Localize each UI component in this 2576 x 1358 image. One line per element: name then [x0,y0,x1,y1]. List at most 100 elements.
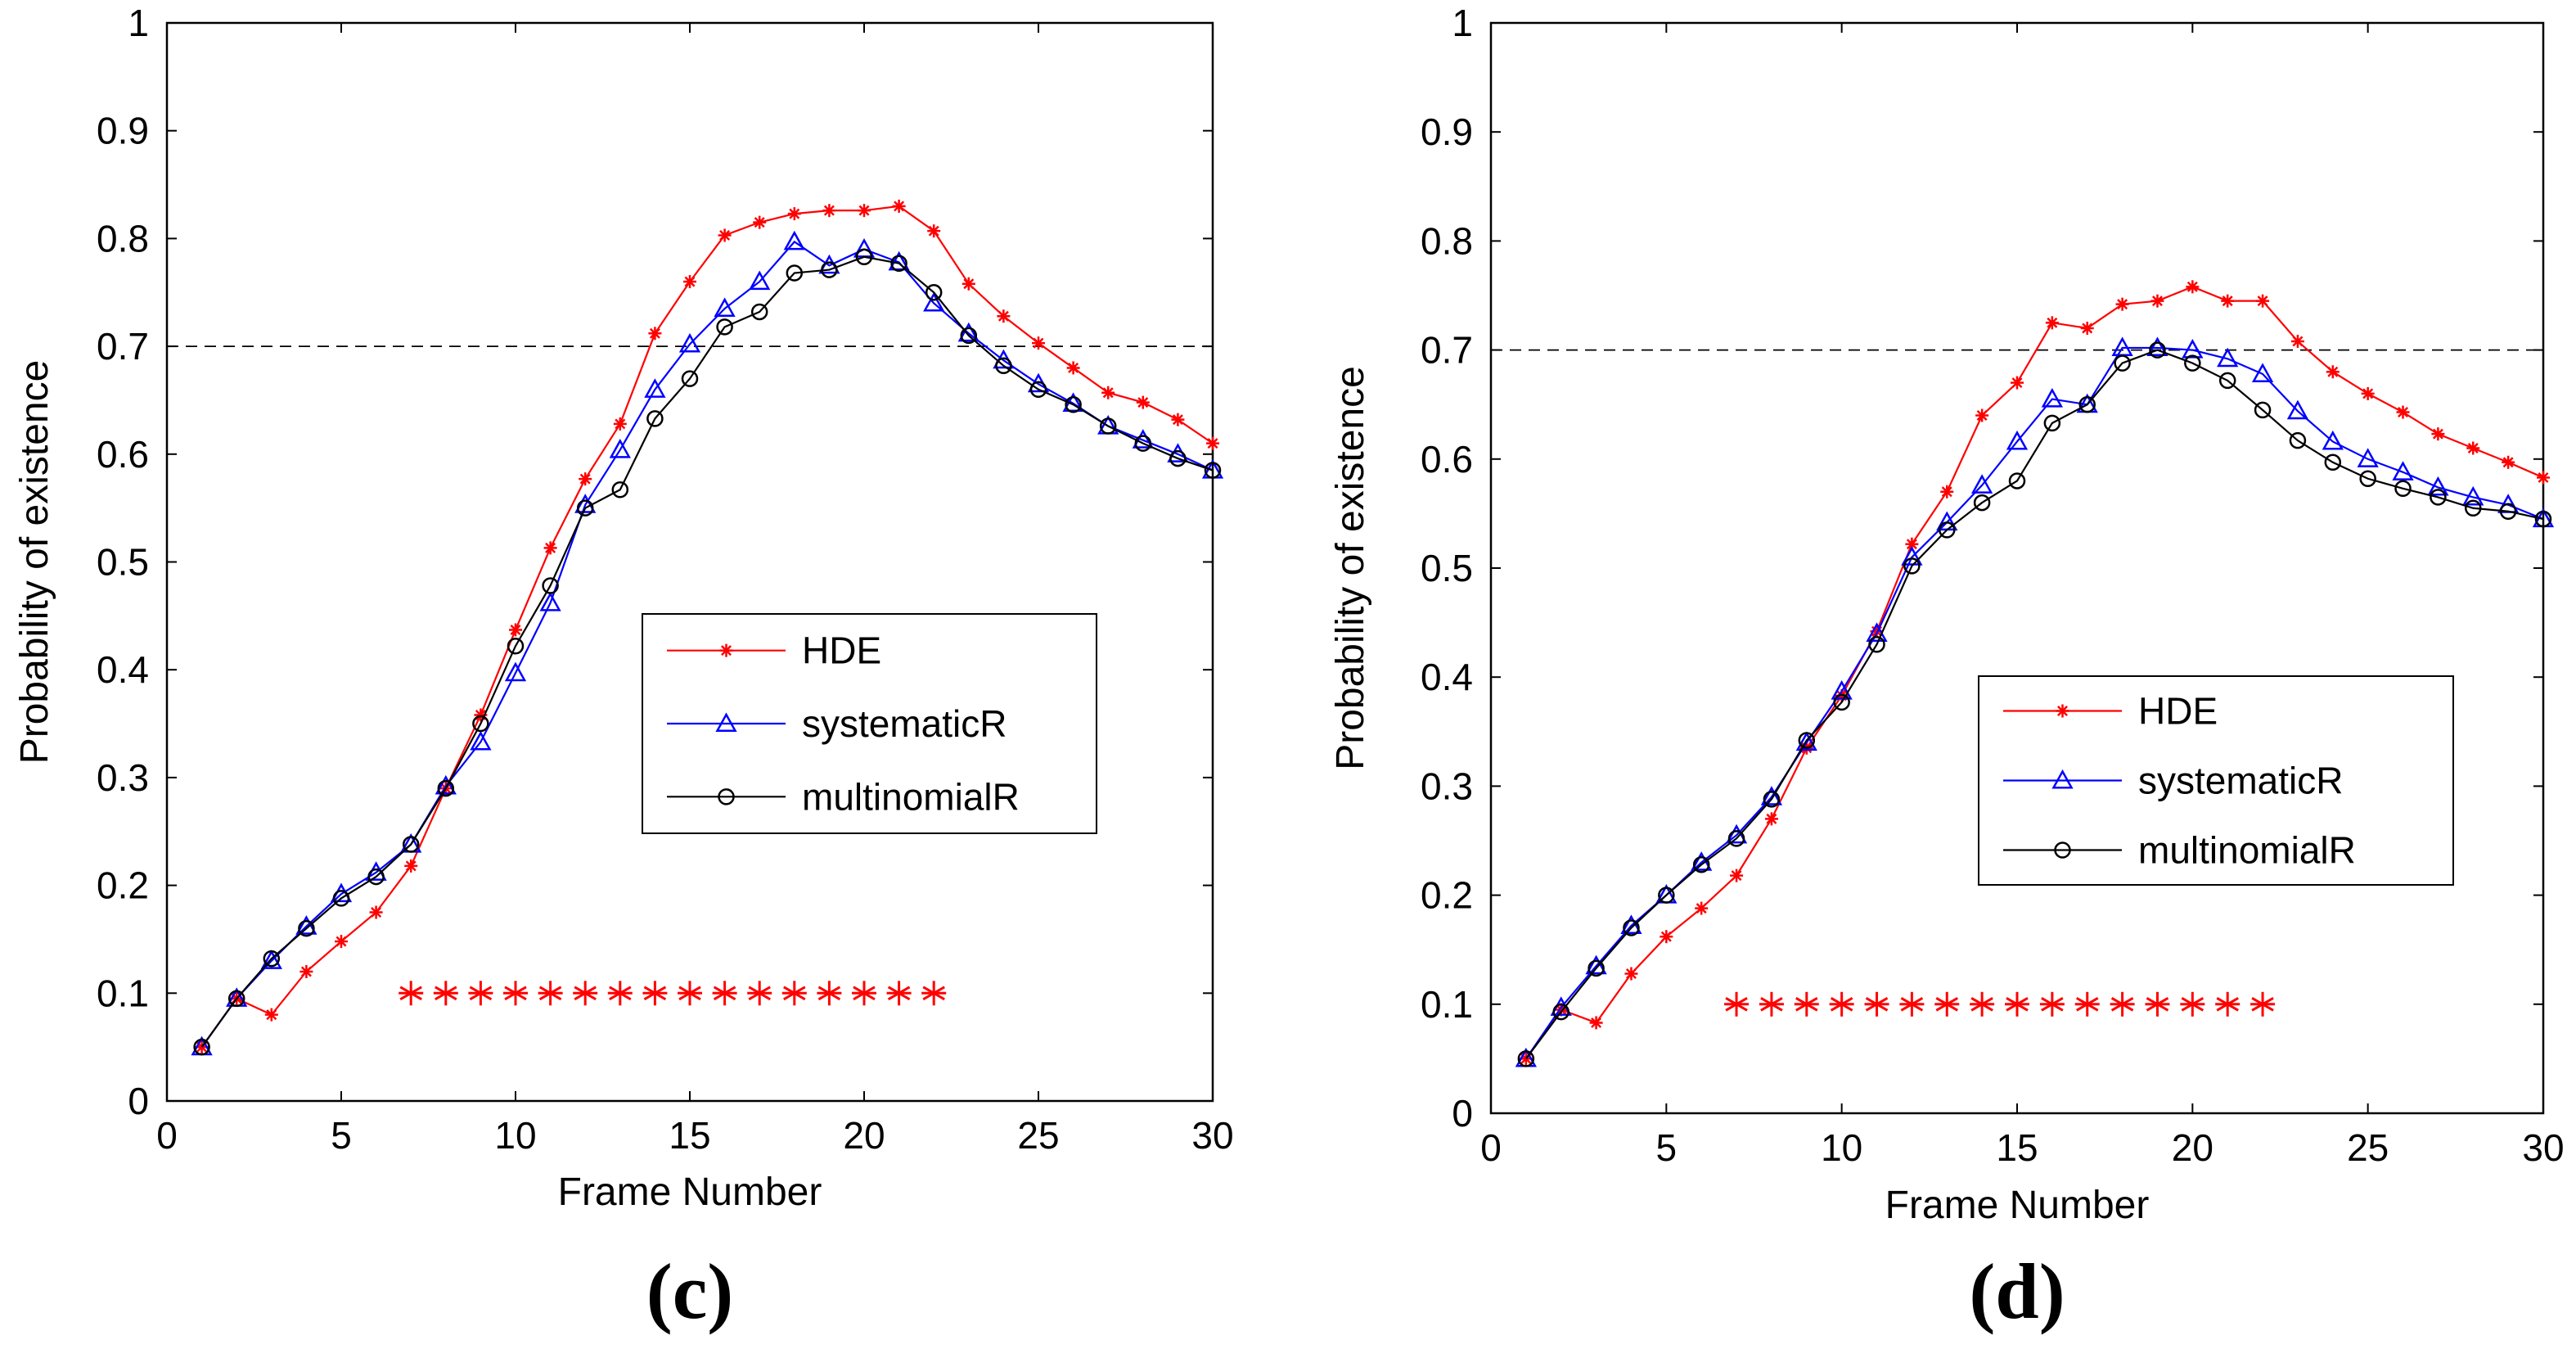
y-tick-label: 0 [128,1080,149,1122]
data-point-hde-stroke [1591,1017,1602,1028]
data-point-systematicr [260,950,282,969]
data-point-multinomialr [263,950,281,968]
x-axis-label: Frame Number [1885,1184,2150,1227]
data-point-hde-stroke [858,205,870,216]
data-point-hde [404,859,418,873]
x-tick-label: 20 [843,1114,885,1157]
data-point-multinomialr [2394,480,2412,498]
detection-mark [1724,991,1750,1017]
data-point-multinomialr [367,868,385,886]
data-point-multinomialr [332,890,350,907]
detection-mark [573,981,598,1006]
series-line-hde [1524,286,2544,1060]
data-point-multinomialr [2114,354,2131,372]
data-point-hde [264,1008,278,1022]
y-tick-label: 0.7 [1421,329,1473,372]
data-point-multinomialr [1658,887,1675,904]
data-point-multinomialr [1973,494,1991,512]
y-tick-label: 1 [128,2,149,44]
data-point-multinomialr [298,920,315,937]
legend: HDE systematicR multinomialR [1978,675,2454,886]
data-point-systematicr [957,322,980,342]
data-point-hde-stroke [1102,387,1114,399]
data-point-hde-stroke [2117,299,2128,310]
x-axis-label: Frame Number [558,1171,822,1214]
data-point-hde-stroke [1207,438,1218,449]
detection-mark [852,981,876,1006]
data-point-systematicr [783,230,805,250]
legend-label-hde: HDE [802,629,881,672]
data-point-multinomialr [507,637,525,655]
detection-mark [433,981,458,1006]
data-point-hde-stroke [266,1009,277,1021]
detection-mark [642,981,668,1006]
data-point-hde-stroke [2502,457,2514,468]
data-point-hde-stroke [545,542,556,553]
data-point-multinomialr [925,284,943,301]
data-point-multinomialr [750,303,768,321]
data-point-hde [2080,321,2094,335]
data-point-hde-stroke [2257,296,2268,307]
data-point-hde-stroke [754,217,765,228]
y-tick-label: 0.6 [1421,438,1473,480]
series-multinomialr [1517,341,2552,1067]
data-point-hde-stroke [1068,362,1079,373]
data-point-systematicr [2182,339,2204,359]
data-point-multinomialr [681,370,699,387]
y-axis-label: Probability of existence [13,360,56,765]
data-point-hde-stroke [579,473,591,485]
data-point-systematicr [1831,679,1853,700]
data-point-multinomialr [2184,354,2201,372]
data-point-multinomialr [2359,470,2376,488]
data-point-hde-stroke [2467,442,2479,453]
y-tick-label: 0.5 [1421,547,1473,589]
data-point-multinomialr [1833,693,1850,711]
data-point-multinomialr [890,255,907,272]
panel-label: (d) [1969,1247,2065,1335]
data-point-multinomialr [1517,1050,1535,1067]
data-point-multinomialr [1204,462,1222,479]
data-point-hde [2537,471,2550,485]
y-tick-label: 0.3 [1421,765,1473,807]
data-point-multinomialr [542,577,559,594]
data-point-hde [1660,930,1673,944]
detection-mark [1864,991,1889,1017]
detection-mark [1934,991,1960,1017]
data-point-multinomialr [2289,431,2307,449]
data-point-hde [1206,436,1219,450]
data-point-systematicr [1971,474,1993,494]
data-point-systematicr [888,250,910,271]
data-point-multinomialr [1763,791,1781,808]
data-point-systematicr [2286,399,2309,420]
data-point-hde [718,228,732,242]
detection-mark [2005,991,2029,1017]
data-point-hde-stroke [405,860,417,872]
data-point-hde [1032,336,1045,350]
data-point-multinomialr [1065,395,1082,413]
legend-label-systematicr: systematicR [802,702,1007,745]
detection-mark [1759,991,1784,1017]
data-point-multinomialr [1134,435,1152,452]
data-point-systematicr [749,270,771,291]
data-point-multinomialr [611,481,629,499]
y-tick-label: 0.4 [1421,656,1473,698]
y-tick-label: 0.4 [97,648,149,691]
legend-marker-hde-stroke [2057,706,2068,716]
data-point-systematicr [1901,546,1923,566]
plot-area [1489,21,2545,1115]
data-point-multinomialr [1623,919,1640,936]
data-point-hde-stroke [894,201,905,212]
data-point-systematicr [574,494,597,513]
x-tick-label: 30 [1191,1114,1233,1157]
data-point-multinomialr [193,1038,210,1056]
legend-label-systematicr: systematicR [2138,760,2343,802]
data-point-hde-stroke [684,276,696,287]
data-point-systematicr [1585,954,1607,975]
data-point-hde [997,309,1011,323]
data-point-systematicr [644,378,666,398]
data-point-hde [579,472,592,486]
data-point-multinomialr [1798,732,1816,749]
detection-mark [1899,991,1925,1017]
data-point-hde [335,935,348,949]
